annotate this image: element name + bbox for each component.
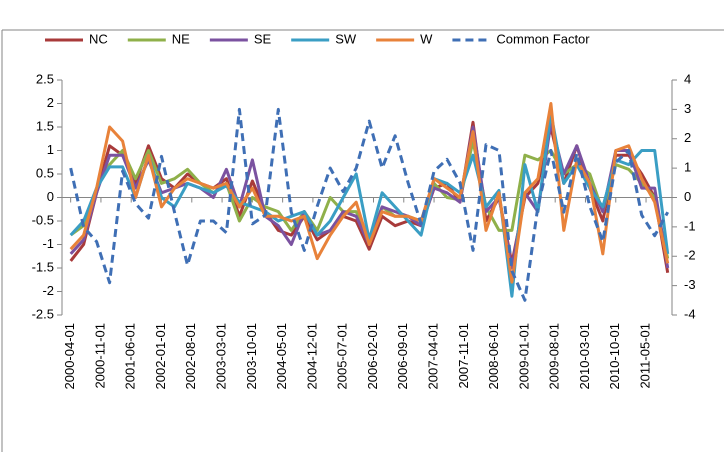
x-tick-label: 2011-05-01 xyxy=(637,323,652,389)
y-tick-label: 1.5 xyxy=(36,118,54,133)
y-tick-label: -1.5 xyxy=(32,259,54,274)
y-tick-label: 2.5 xyxy=(36,71,54,86)
x-tick-label: 2004-12-01 xyxy=(304,323,319,390)
x-tick-label: 2007-11-01 xyxy=(456,323,471,389)
y2-tick-label: -4 xyxy=(684,306,696,321)
y-tick-label: 0 xyxy=(47,189,54,204)
y-tick-label: -2.5 xyxy=(32,306,54,321)
y2-tick-label: 1 xyxy=(684,160,691,175)
x-tick-label: 2000-11-01 xyxy=(92,323,107,389)
x-tick-label: 2007-04-01 xyxy=(425,323,440,390)
series-line xyxy=(69,107,670,302)
x-tick-label: 2001-06-01 xyxy=(123,323,138,390)
y-tick-label: -1 xyxy=(42,236,54,251)
x-tick-label: 2006-09-01 xyxy=(395,323,410,390)
x-tick-label: 2000-04-01 xyxy=(62,323,77,390)
y2-tick-label: -1 xyxy=(684,218,696,233)
x-tick-label: 2002-08-01 xyxy=(183,323,198,390)
x-tick-label: 2010-03-01 xyxy=(577,323,592,390)
legend-label: SE xyxy=(254,31,272,46)
x-tick-label: 2004-05-01 xyxy=(274,323,289,390)
x-tick-label: 2003-03-01 xyxy=(214,323,229,390)
y2-tick-label: 0 xyxy=(684,189,691,204)
y-tick-label: 1 xyxy=(47,142,54,157)
legend-label: NE xyxy=(172,31,190,46)
y-tick-label: -0.5 xyxy=(32,212,54,227)
x-tick-label: 2002-01-01 xyxy=(153,323,168,390)
y-tick-label: 0.5 xyxy=(36,165,54,180)
y2-tick-label: 3 xyxy=(684,101,691,116)
y2-tick-label: -2 xyxy=(684,248,696,263)
y2-tick-label: 2 xyxy=(684,130,691,145)
y2-tick-label: 4 xyxy=(684,71,691,86)
x-tick-label: 2005-07-01 xyxy=(335,323,350,390)
legend-label: NC xyxy=(89,31,108,46)
x-tick-label: 2003-10-01 xyxy=(244,323,259,390)
x-tick-label: 2009-01-01 xyxy=(516,323,531,390)
x-tick-label: 2009-08-01 xyxy=(547,323,562,390)
legend-label: Common Factor xyxy=(496,31,590,46)
legend-label: W xyxy=(420,31,433,46)
y2-tick-label: -3 xyxy=(684,277,696,292)
x-tick-label: 2010-10-01 xyxy=(607,323,622,390)
y-tick-label: 2 xyxy=(47,95,54,110)
legend-label: SW xyxy=(335,31,357,46)
x-tick-label: 2006-02-01 xyxy=(365,323,380,390)
x-tick-label: 2008-06-01 xyxy=(486,323,501,390)
y-tick-label: -2 xyxy=(42,283,54,298)
